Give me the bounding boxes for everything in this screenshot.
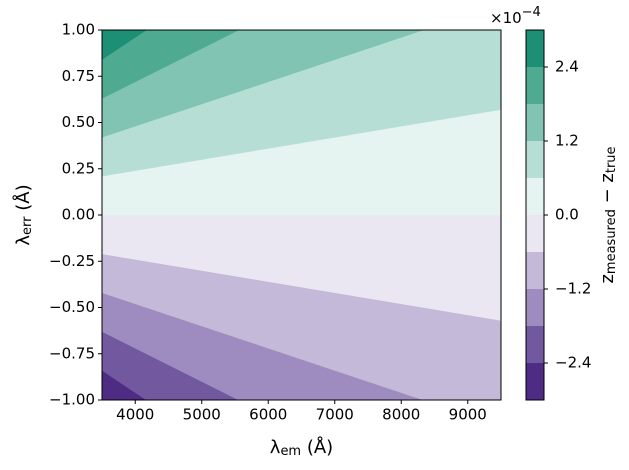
y-tick-label: −0.25: [49, 252, 95, 270]
colorbar-tick-label: −1.2: [555, 280, 591, 298]
x-axis-label-part: λ: [270, 437, 281, 458]
x-tick-label: 7000: [316, 406, 354, 424]
colorbar-band: [526, 289, 544, 326]
colorbar-label-part: true: [604, 146, 619, 173]
colorbar-label: zmeasured − ztrue: [597, 146, 619, 283]
y-tick-label: −0.75: [49, 344, 95, 362]
x-tick-label: 5000: [183, 406, 221, 424]
colorbar-band: [526, 363, 544, 400]
colorbar-scale: ×10−4: [490, 5, 541, 26]
colorbar-band: [526, 104, 544, 141]
colorbar-band: [526, 215, 544, 252]
colorbar-label-part: z: [597, 173, 618, 182]
y-tick-label: 0.25: [62, 159, 95, 177]
x-axis-label-part: em: [280, 444, 301, 459]
colorbar-tick-label: −2.4: [555, 354, 591, 372]
colorbar-band: [526, 30, 544, 67]
colorbar-label-part: −: [597, 183, 618, 210]
y-tick-label: 0.00: [62, 206, 95, 224]
colorbar-label-part: measured: [604, 209, 619, 274]
y-tick-label: −0.50: [49, 298, 95, 316]
colorbar-scale-part: −4: [522, 5, 541, 20]
colorbar-band: [526, 252, 544, 289]
x-tick-label: 6000: [249, 406, 287, 424]
colorbar-scale-part: ×10: [490, 9, 522, 27]
colorbar-band: [526, 326, 544, 363]
colorbar-band: [526, 141, 544, 178]
y-axis-label: λerr (Å): [12, 184, 35, 245]
colorbar-band: [526, 178, 544, 215]
x-tick-label: 4000: [116, 406, 154, 424]
y-axis-label-part: err: [20, 216, 35, 235]
x-tick-label: 9000: [449, 406, 487, 424]
y-axis-label-part: λ: [13, 235, 34, 246]
x-axis-label-part: (Å): [301, 436, 333, 458]
colorbar-label-part: z: [597, 274, 618, 283]
y-tick-label: 0.75: [62, 67, 95, 85]
colorbar-tick-label: 0.0: [555, 206, 579, 224]
y-axis-label-part: (Å): [12, 184, 34, 216]
x-axis-label: λem (Å): [270, 436, 333, 459]
colorbar-band: [526, 67, 544, 104]
colorbar-tick-label: 2.4: [555, 58, 579, 76]
y-tick-label: −1.00: [49, 391, 95, 409]
x-tick-label: 8000: [382, 406, 420, 424]
y-tick-label: 0.50: [62, 113, 95, 131]
y-tick-label: 1.00: [62, 21, 95, 39]
colorbar-tick-label: 1.2: [555, 132, 579, 150]
